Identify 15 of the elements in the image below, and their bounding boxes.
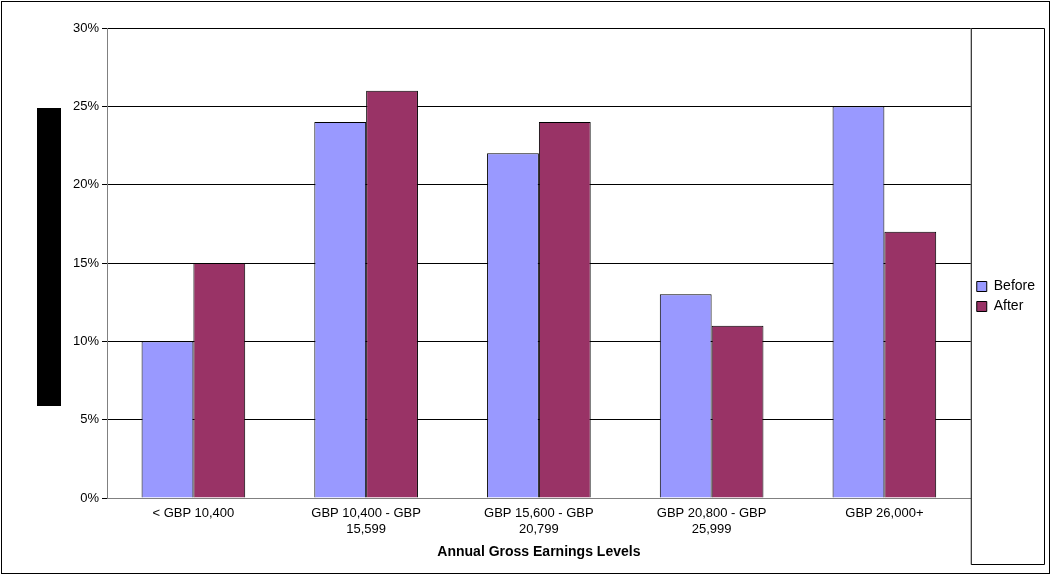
y-tick-label: 30% (72, 19, 100, 35)
y-tick-label: 15% (72, 254, 100, 270)
legend-label: Before (993, 277, 1036, 294)
y-tick-label: 25% (72, 97, 100, 113)
y-tick-label: 20% (72, 176, 100, 192)
y-tick-label: 0% (80, 489, 100, 505)
y-tick-label: 5% (80, 411, 100, 427)
x-tick-label: GBP 26,000+ (845, 505, 924, 521)
x-axis-title: Annual Gross Earnings Levels (437, 543, 641, 560)
legend-label: After (993, 297, 1024, 314)
x-tick-label: GBP 10,400 - GBP 15,599 (311, 505, 421, 536)
x-tick-label: GBP 15,600 - GBP 20,799 (484, 505, 594, 536)
x-tick-label: GBP 20,800 - GBP 25,999 (656, 505, 767, 536)
y-tick-label: 10% (72, 332, 100, 348)
x-tick-label: < GBP 10,400 (152, 505, 235, 521)
